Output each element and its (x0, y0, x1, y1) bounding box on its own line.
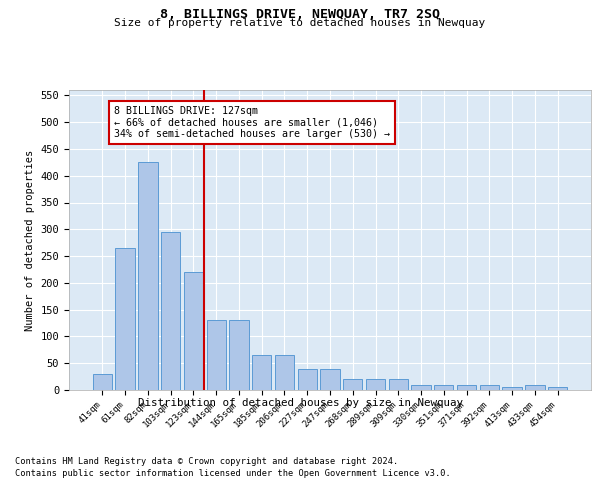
Bar (343, 380, 362, 390)
Text: Size of property relative to detached houses in Newquay: Size of property relative to detached ho… (115, 18, 485, 28)
Bar (275, 355, 294, 390)
Bar (412, 384, 431, 390)
Bar (206, 320, 226, 390)
Bar (479, 384, 499, 390)
Bar (320, 368, 340, 390)
Bar (252, 355, 271, 390)
Bar (502, 388, 522, 390)
Bar (548, 388, 567, 390)
Bar (434, 384, 454, 390)
Text: 8 BILLINGS DRIVE: 127sqm
← 66% of detached houses are smaller (1,046)
34% of sem: 8 BILLINGS DRIVE: 127sqm ← 66% of detach… (114, 106, 390, 140)
Bar (457, 384, 476, 390)
Y-axis label: Number of detached properties: Number of detached properties (25, 150, 35, 330)
Bar (138, 162, 158, 390)
Text: Distribution of detached houses by size in Newquay: Distribution of detached houses by size … (137, 398, 463, 407)
Bar (115, 248, 135, 390)
Bar (161, 232, 181, 390)
Bar (366, 380, 385, 390)
Text: Contains HM Land Registry data © Crown copyright and database right 2024.: Contains HM Land Registry data © Crown c… (15, 458, 398, 466)
Bar (389, 380, 408, 390)
Bar (229, 320, 248, 390)
Bar (525, 384, 545, 390)
Bar (184, 272, 203, 390)
Text: Contains public sector information licensed under the Open Government Licence v3: Contains public sector information licen… (15, 469, 451, 478)
Bar (298, 368, 317, 390)
Text: 8, BILLINGS DRIVE, NEWQUAY, TR7 2SQ: 8, BILLINGS DRIVE, NEWQUAY, TR7 2SQ (160, 8, 440, 20)
Bar (93, 374, 112, 390)
